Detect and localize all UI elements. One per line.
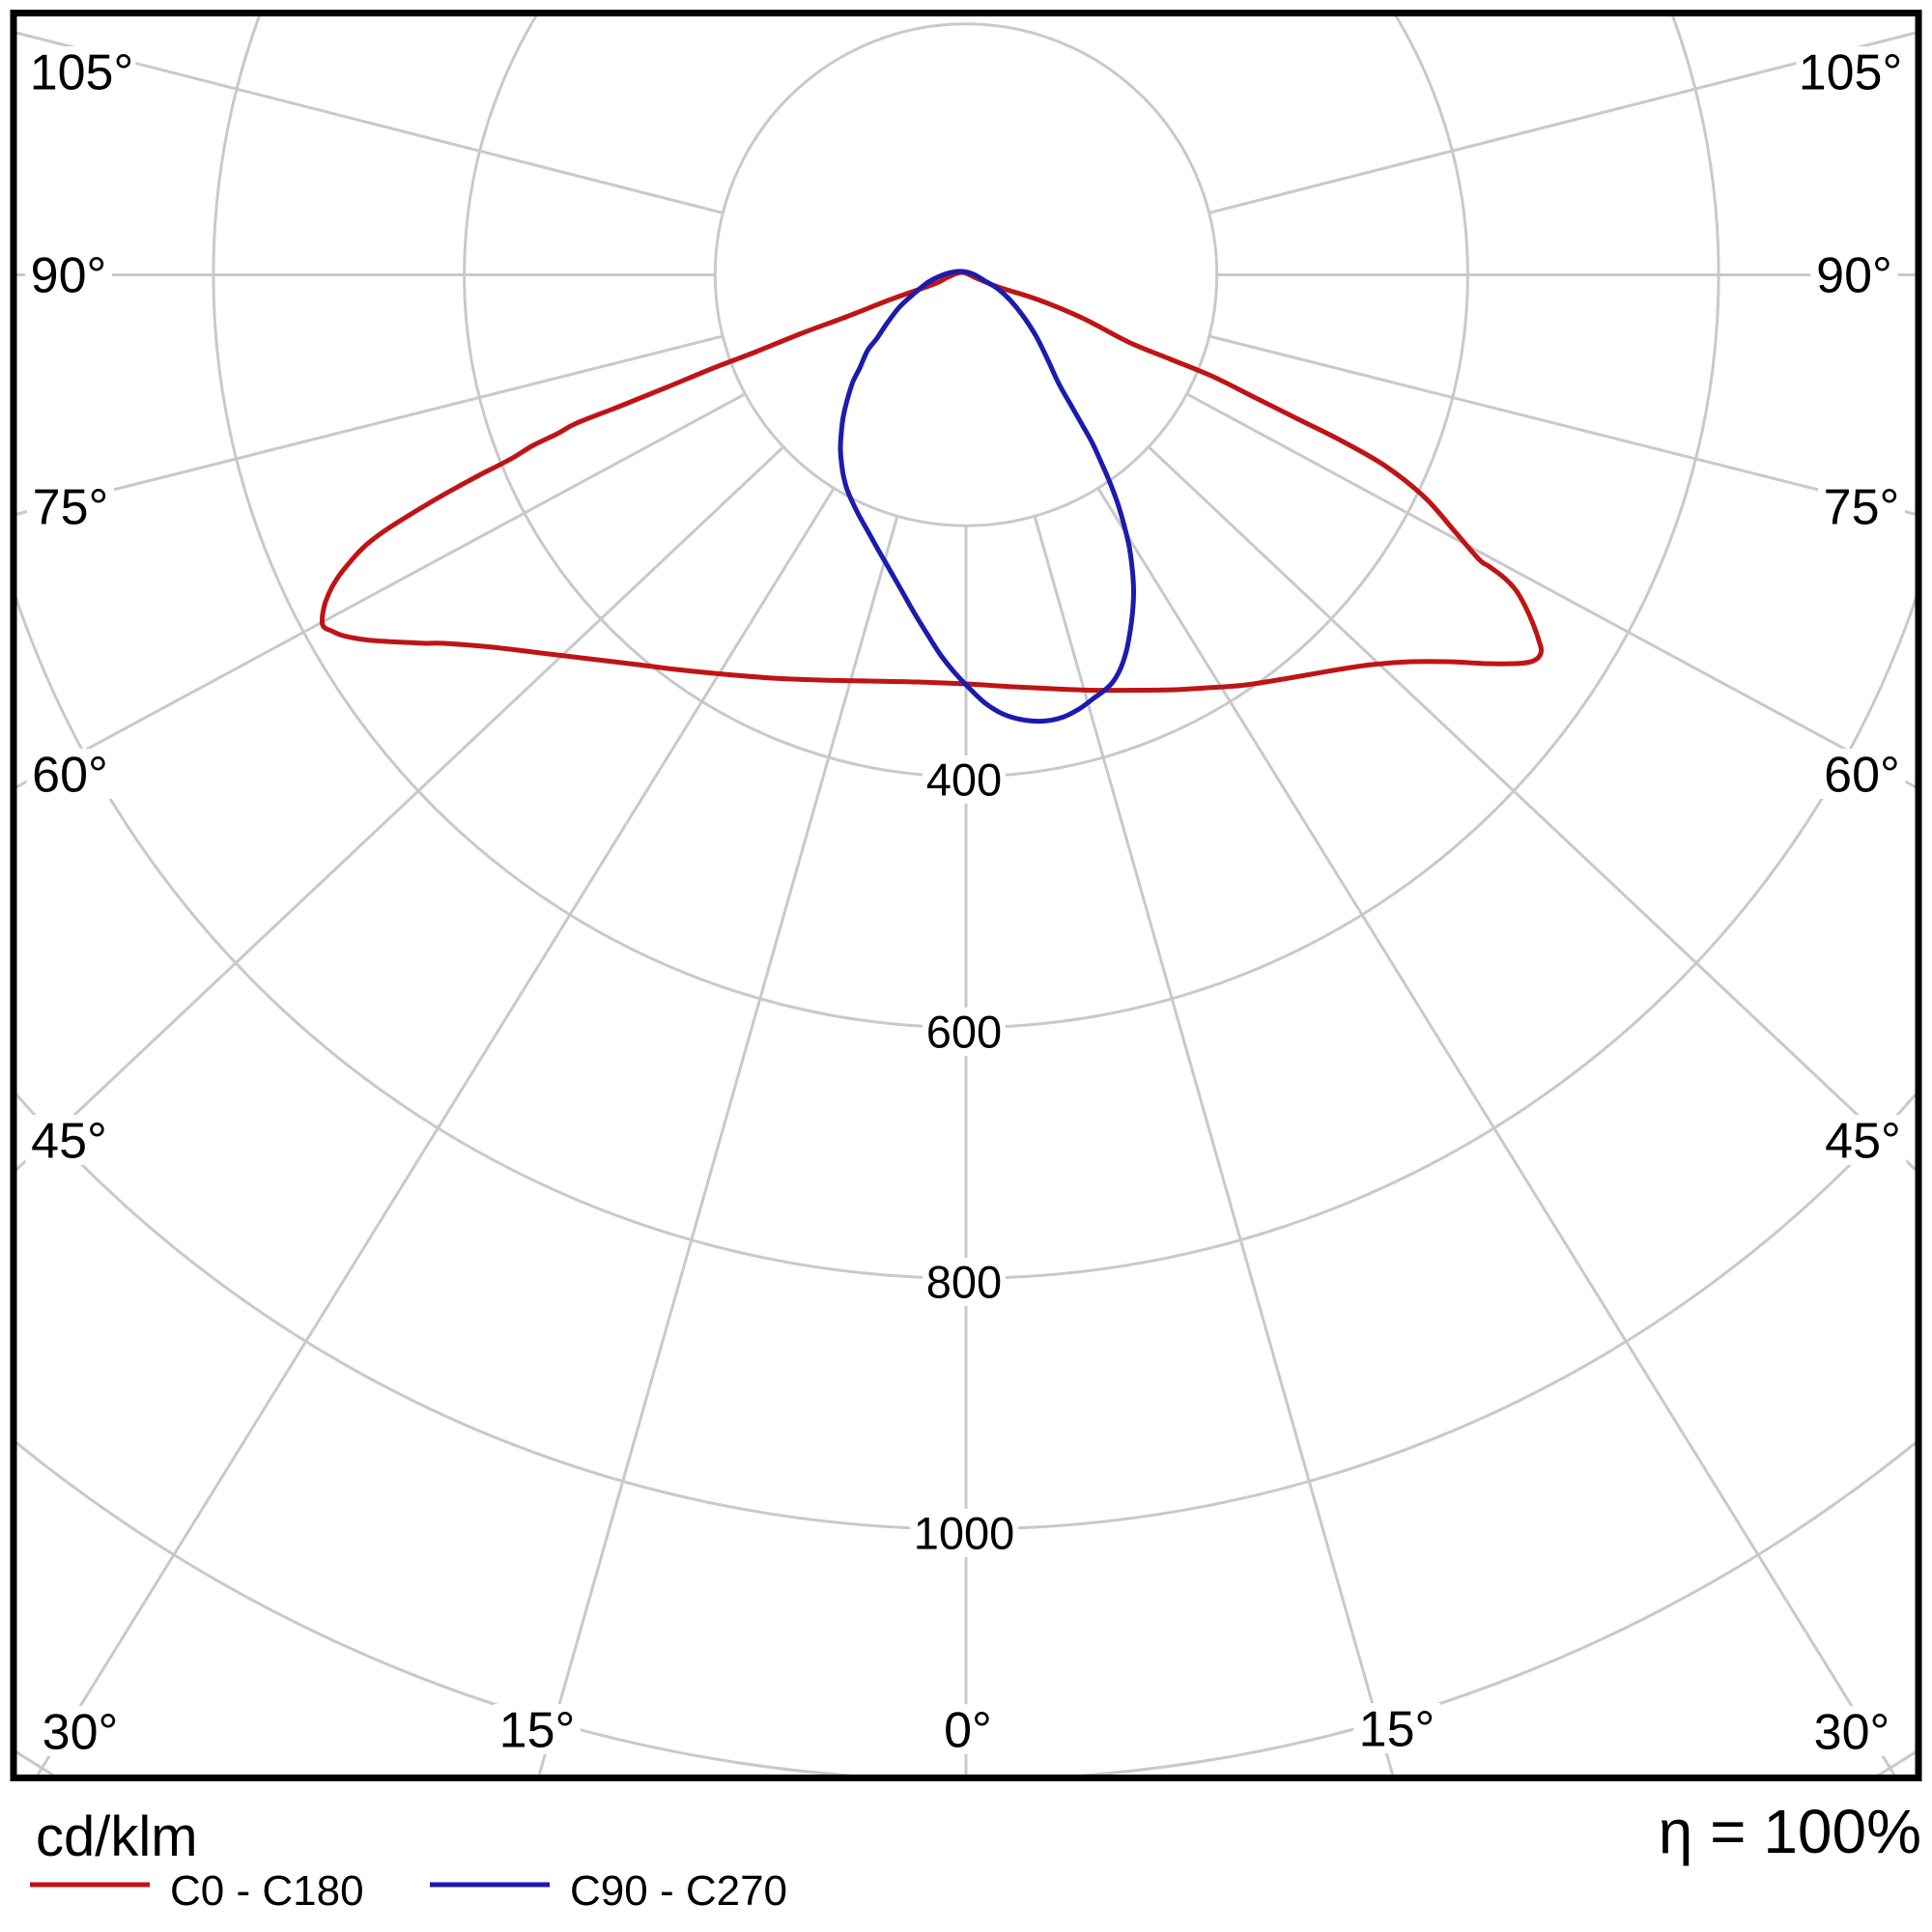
svg-text:30°: 30°: [1814, 1705, 1890, 1761]
svg-text:0°: 0°: [944, 1703, 992, 1759]
svg-text:C90 - C270: C90 - C270: [570, 1867, 787, 1915]
svg-text:90°: 90°: [1816, 248, 1892, 304]
svg-text:105°: 105°: [1799, 45, 1903, 101]
svg-text:400: 400: [926, 754, 1002, 806]
svg-text:75°: 75°: [33, 480, 109, 536]
svg-text:15°: 15°: [499, 1703, 576, 1759]
svg-text:cd/klm: cd/klm: [36, 1805, 198, 1868]
svg-text:800: 800: [926, 1257, 1002, 1308]
svg-text:600: 600: [926, 1007, 1002, 1058]
svg-text:60°: 60°: [32, 748, 108, 804]
svg-text:30°: 30°: [43, 1705, 119, 1761]
svg-text:η = 100%: η = 100%: [1659, 1797, 1921, 1866]
svg-text:75°: 75°: [1824, 480, 1900, 536]
svg-text:15°: 15°: [1359, 1702, 1435, 1758]
svg-text:45°: 45°: [1825, 1114, 1901, 1170]
svg-text:60°: 60°: [1824, 748, 1900, 804]
svg-text:C0 - C180: C0 - C180: [170, 1867, 364, 1915]
svg-text:45°: 45°: [31, 1114, 107, 1170]
svg-text:90°: 90°: [31, 248, 107, 304]
svg-text:105°: 105°: [30, 45, 134, 101]
svg-text:1000: 1000: [914, 1508, 1015, 1559]
